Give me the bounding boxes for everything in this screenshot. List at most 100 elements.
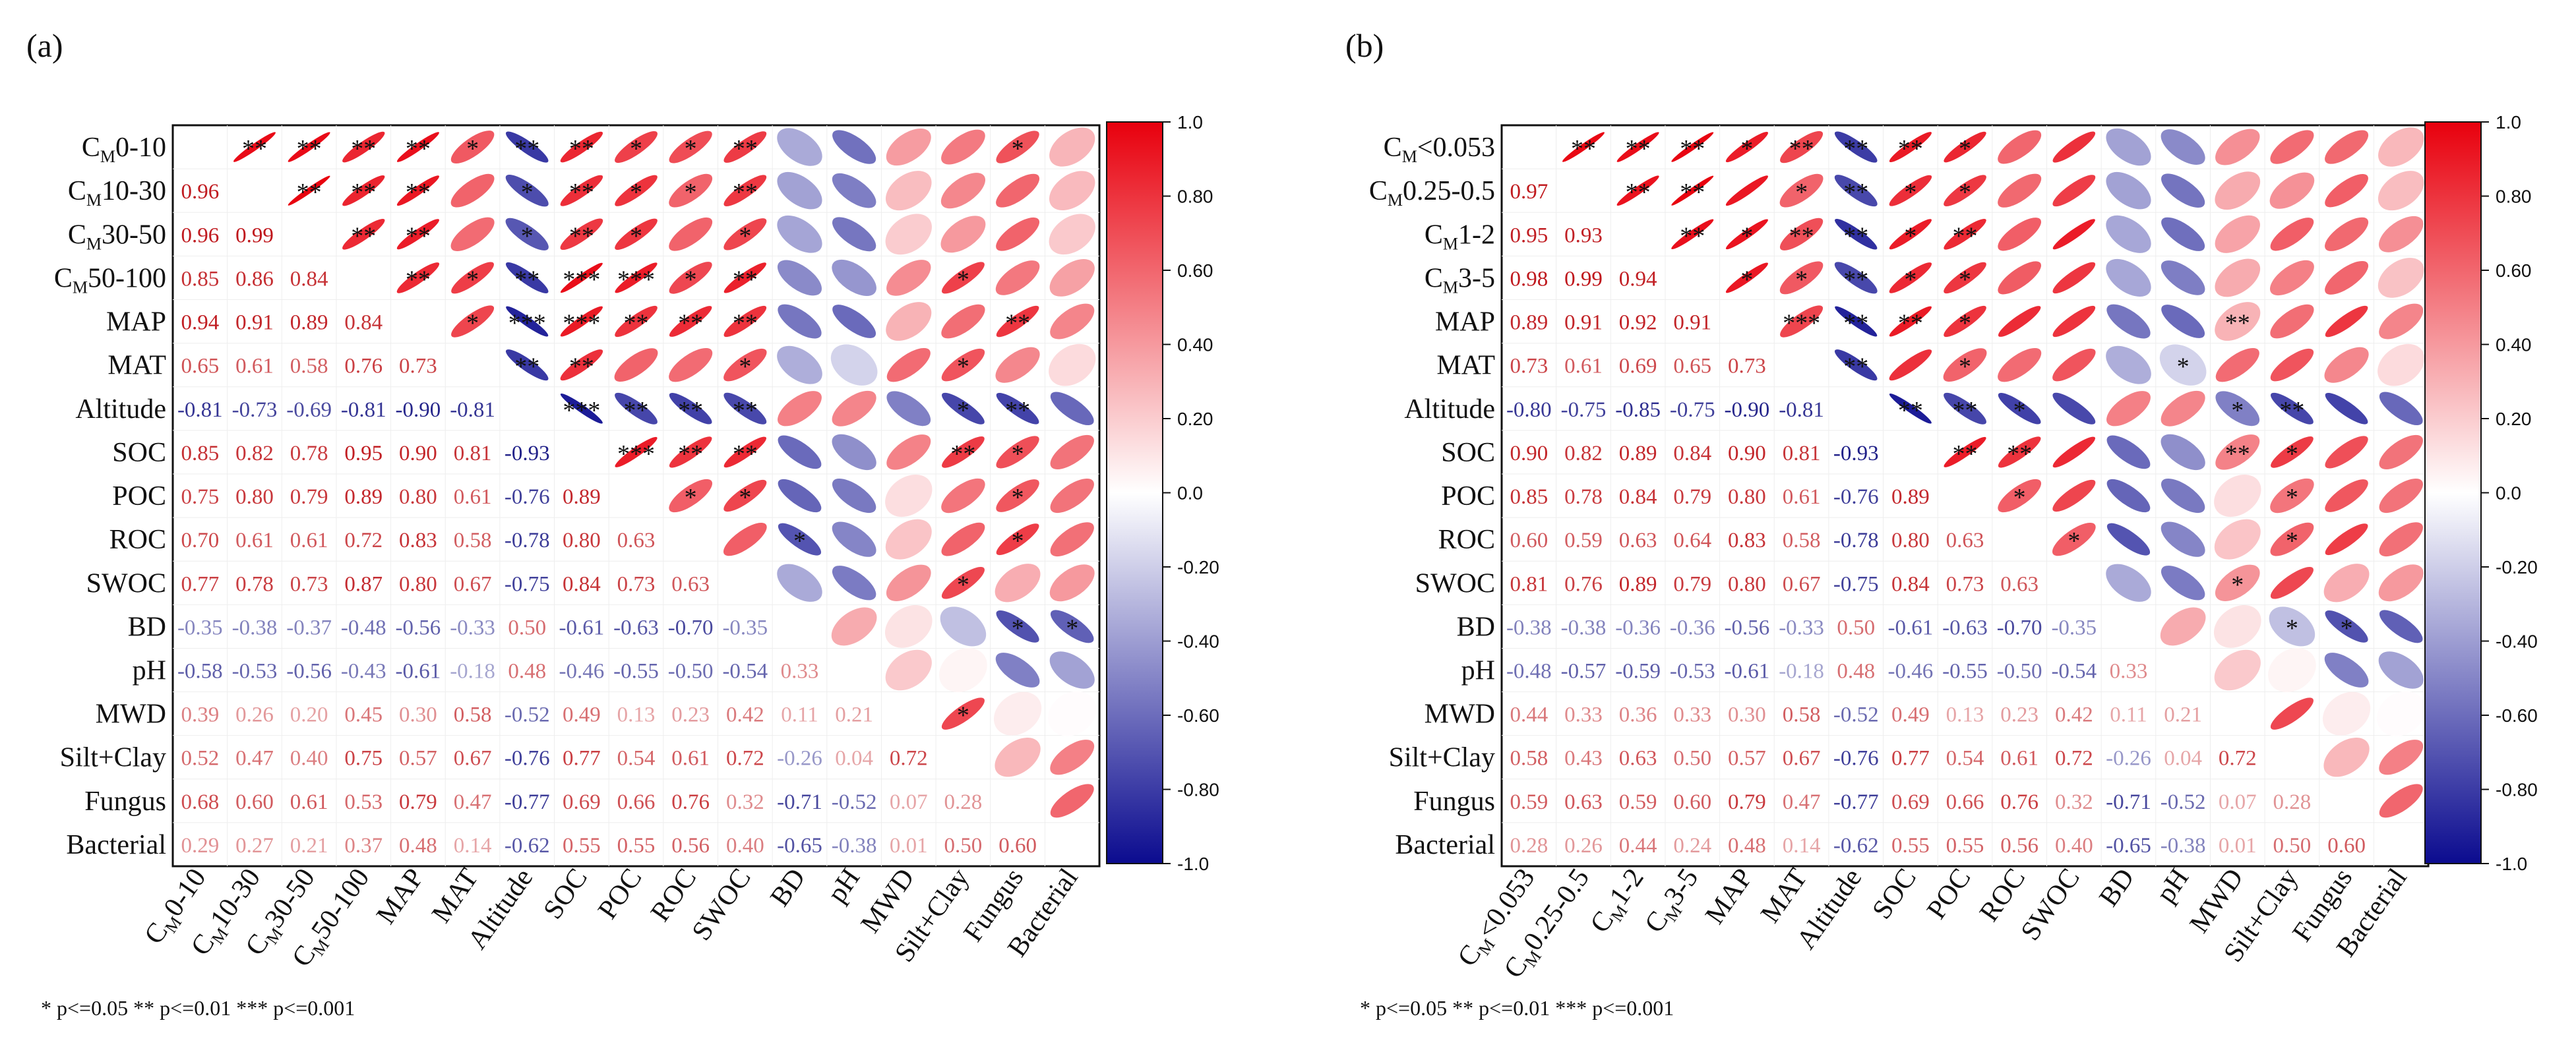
significance-star: ** <box>678 397 703 425</box>
coef-label: 0.85 <box>181 267 219 291</box>
corr-ellipse <box>885 214 932 255</box>
coef-label: 0.91 <box>1564 311 1603 335</box>
corr-ellipse <box>885 519 932 560</box>
significance-star: * <box>685 179 697 206</box>
significance-star: ** <box>678 440 703 468</box>
colorbar-tick-label: -0.40 <box>2496 632 2538 652</box>
corr-ellipse <box>2106 128 2151 166</box>
corr-ellipse <box>2379 303 2424 339</box>
corr-ellipse <box>450 131 495 164</box>
significance-star: ** <box>569 135 594 163</box>
significance-star: * <box>1012 614 1024 642</box>
corr-ellipse <box>1835 219 1878 250</box>
coef-label: -0.69 <box>286 398 332 422</box>
corr-ellipse <box>2215 302 2261 341</box>
row-label: POC <box>112 481 166 512</box>
coef-label: 0.33 <box>1673 703 1711 727</box>
corr-ellipse <box>2215 215 2260 253</box>
corr-ellipse <box>2215 564 2260 601</box>
significance-star: * <box>957 353 969 381</box>
coef-label: -0.65 <box>777 834 822 858</box>
coef-label: 0.58 <box>1510 747 1548 771</box>
significance-star: ** <box>1005 397 1030 425</box>
coef-label: 0.89 <box>344 485 383 509</box>
coef-label: -0.18 <box>1779 660 1824 684</box>
corr-ellipse <box>2214 519 2261 560</box>
corr-ellipse <box>995 260 1040 295</box>
corr-ellipse <box>723 131 767 163</box>
corr-ellipse <box>1943 348 1987 382</box>
corr-ellipse <box>1834 349 1878 381</box>
corr-ellipse <box>1049 127 1095 167</box>
row-label: BD <box>128 612 166 642</box>
coef-label: -0.56 <box>396 616 441 639</box>
corr-ellipse <box>778 435 822 469</box>
coef-label: 0.47 <box>1783 790 1821 814</box>
significance-star: * <box>685 135 697 163</box>
corr-ellipse <box>669 479 713 513</box>
significance-star: * <box>2286 440 2298 468</box>
coef-label: 0.72 <box>2055 747 2093 771</box>
corr-ellipse <box>1725 132 1768 163</box>
coef-label: 0.63 <box>1619 529 1657 552</box>
corr-ellipse <box>2161 521 2205 557</box>
significance-star: * <box>1904 179 1917 206</box>
coef-label: -0.50 <box>668 660 714 684</box>
significance-star: * <box>957 571 969 599</box>
corr-ellipse <box>615 175 658 206</box>
column-label-group: pH <box>822 863 866 908</box>
panel-label: (a) <box>26 27 63 64</box>
row-label: MWD <box>96 699 166 730</box>
coef-label: -0.76 <box>1833 485 1879 509</box>
corr-ellipse <box>1998 130 2042 164</box>
significance-star: ** <box>1843 310 1868 338</box>
row-label: Bacterial <box>1395 830 1495 860</box>
colorbar-tick-label: 1.0 <box>2496 112 2521 132</box>
colorbar-tick-label: 0.80 <box>1177 187 1213 207</box>
coef-label: 0.55 <box>617 834 656 858</box>
coef-label: 0.80 <box>399 485 437 509</box>
row-label: MAT <box>1436 351 1495 381</box>
significance-star: *** <box>617 440 655 468</box>
coef-label: -0.37 <box>286 616 332 639</box>
corr-ellipse <box>396 132 439 162</box>
coef-label: 0.89 <box>1619 442 1657 465</box>
corr-ellipse <box>2052 131 2096 163</box>
coef-label: -0.90 <box>1725 398 1770 422</box>
significance-star: ** <box>1680 179 1705 206</box>
coef-label: 0.57 <box>1728 747 1766 771</box>
corr-ellipse <box>993 692 1042 736</box>
coef-label: -0.54 <box>2051 660 2097 684</box>
coef-label: 0.13 <box>617 703 656 727</box>
significance-star: ** <box>297 135 322 163</box>
significance-footnote: * p<=0.05 ** p<=0.01 *** p<=0.001 <box>1360 996 1674 1020</box>
coef-label: 0.27 <box>235 834 274 858</box>
coef-label: 0.32 <box>2055 790 2093 814</box>
corr-ellipse <box>2325 436 2368 469</box>
significance-star: * <box>685 484 697 512</box>
corr-ellipse <box>2324 347 2369 383</box>
significance-star: ** <box>1843 135 1868 163</box>
significance-star: * <box>2341 614 2353 642</box>
significance-star: ** <box>1680 135 1705 163</box>
colorbar-tick-label: 0.0 <box>1177 483 1203 504</box>
coef-label: 0.14 <box>1783 834 1821 858</box>
corr-ellipse <box>2161 478 2205 514</box>
significance-star: * <box>466 135 479 163</box>
coef-label: -0.85 <box>1615 398 1661 422</box>
corr-ellipse <box>723 348 767 382</box>
coef-label: -0.75 <box>1561 398 1607 422</box>
corr-ellipse <box>1834 131 1878 163</box>
significance-star: ** <box>1898 397 1923 425</box>
corr-ellipse <box>2323 738 2370 777</box>
significance-footnote: * p<=0.05 ** p<=0.01 *** p<=0.001 <box>41 996 355 1020</box>
coef-label: -0.75 <box>1670 398 1715 422</box>
coef-label: 0.60 <box>1510 529 1548 552</box>
corr-ellipse <box>2268 647 2316 693</box>
coef-label: 0.44 <box>1619 834 1657 858</box>
significance-star: * <box>1904 222 1917 250</box>
corr-ellipse <box>2214 649 2261 691</box>
significance-star: * <box>1959 179 1971 206</box>
corr-ellipse <box>2325 260 2369 295</box>
column-label: SWOC <box>2015 863 2086 946</box>
